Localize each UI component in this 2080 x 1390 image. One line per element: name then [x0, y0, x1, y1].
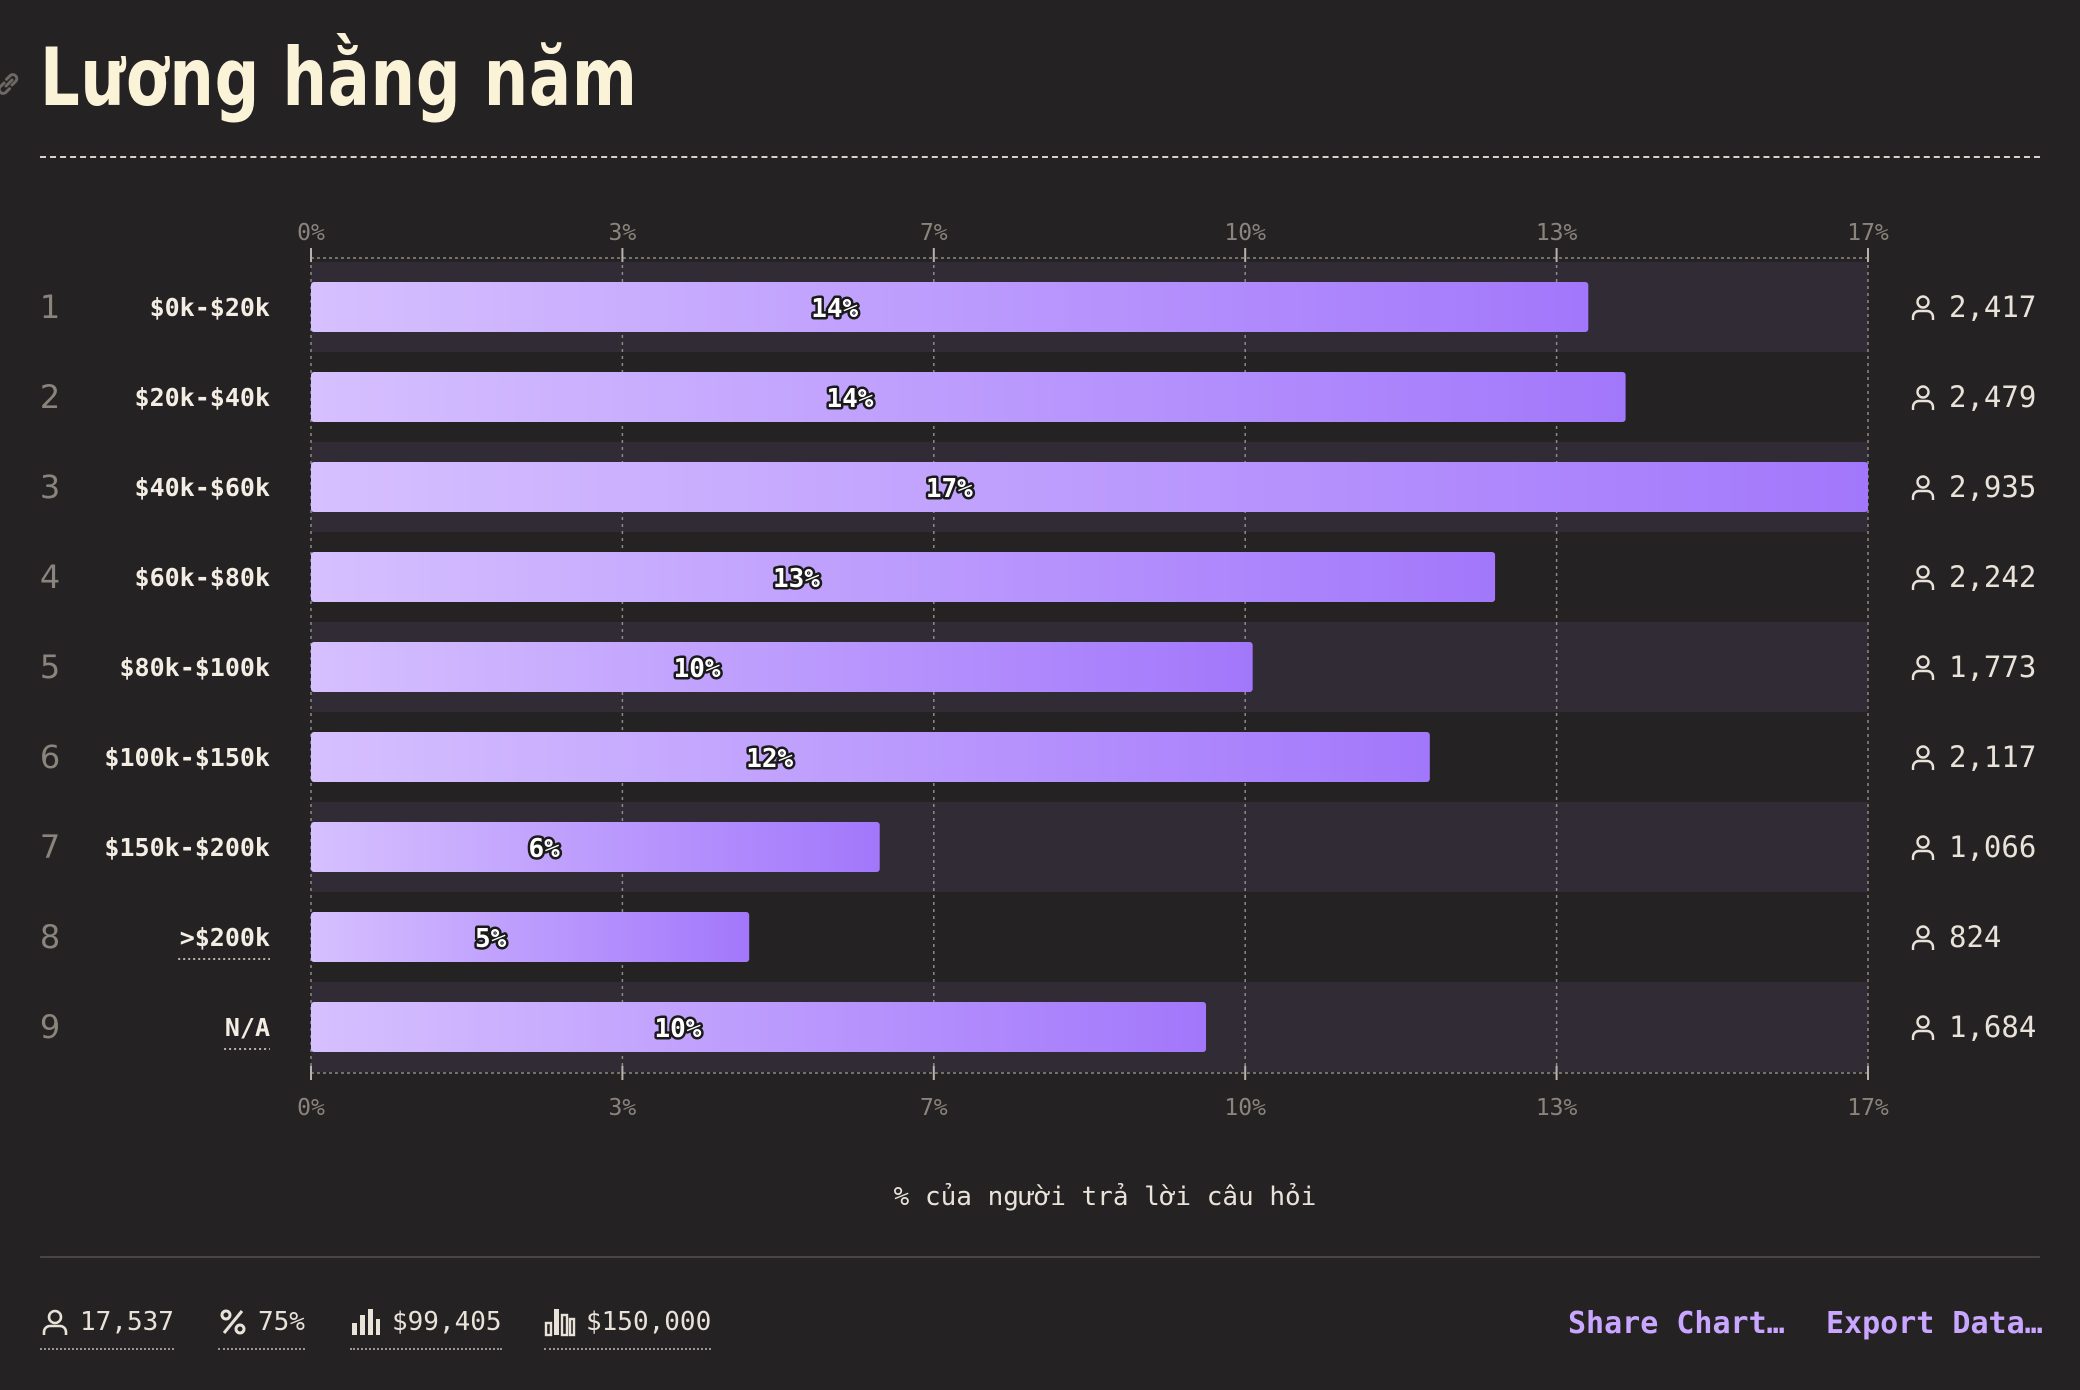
data-label: 6%: [529, 834, 561, 864]
tick-label-top: 13%: [1536, 220, 1578, 246]
person-icon: [1911, 835, 1935, 860]
mode-bars-icon: [544, 1309, 576, 1337]
footer-divider: [40, 1256, 2040, 1258]
tick-label-bottom: 13%: [1536, 1095, 1578, 1121]
category-label: $40k-$60k: [135, 473, 270, 502]
percent-stat[interactable]: 75%: [218, 1300, 305, 1350]
person-icon: [1911, 295, 1935, 320]
category-label: $80k-$100k: [119, 653, 270, 682]
bars: 14% 14% 17% 13% 10% 12% 6% 5% 10%: [311, 282, 1868, 1052]
data-label: 14%: [811, 294, 858, 324]
tick-label-bottom: 10%: [1224, 1095, 1266, 1121]
percent-value: 75%: [258, 1307, 305, 1337]
axis-ticks: 0% 0% 3% 3% 7% 7% 10% 10% 13% 13% 17% 17%: [297, 220, 1889, 1121]
category-label: $20k-$40k: [135, 383, 270, 412]
person-icon: [1911, 925, 1935, 950]
page-title: Lương hằng năm: [40, 31, 638, 124]
rank-number: 8: [40, 918, 60, 956]
category-label: $60k-$80k: [135, 563, 270, 592]
respondents-value: 17,537: [80, 1307, 174, 1337]
data-label: 5%: [475, 924, 507, 954]
data-label: 17%: [926, 474, 973, 504]
tick-label-top: 17%: [1847, 220, 1889, 246]
category-label: $100k-$150k: [104, 743, 270, 772]
rank-number: 3: [40, 468, 60, 506]
salary-bar-chart: 14%14%17%13%10%12%6%5%10% 0%0%3%3%7%7%10…: [40, 220, 2036, 1212]
bar: [311, 1002, 1207, 1052]
tick-label-top: 7%: [920, 220, 948, 246]
bar: [311, 552, 1496, 602]
data-label: 13%: [773, 564, 820, 594]
category-label: N/A: [225, 1013, 270, 1042]
bar: [311, 282, 1589, 332]
person-icon: [1911, 565, 1935, 590]
category-label: >$200k: [180, 923, 270, 952]
x-axis-label: % của người trả lời câu hỏi: [894, 1182, 1317, 1212]
person-icon: [1911, 385, 1935, 410]
rank-number: 9: [40, 1008, 60, 1046]
respondent-count: 2,417: [1949, 290, 2036, 324]
percent-icon: [220, 1309, 246, 1335]
respondent-count: 1,066: [1949, 830, 2036, 864]
rank-number: 6: [40, 738, 60, 776]
rank-number: 7: [40, 828, 60, 866]
bar: [311, 732, 1430, 782]
row-labels: 1 $0k-$20k 2,417 2 $20k-$40k 2,479 3 $40k-$60k 2…: [40, 288, 2036, 1050]
data-label: 12%: [746, 744, 793, 774]
data-label: 10%: [654, 1014, 701, 1044]
export-data-button[interactable]: Export Data…: [1826, 1306, 2043, 1341]
rank-number: 1: [40, 288, 60, 326]
respondent-count: 824: [1949, 920, 2001, 954]
data-label: 14%: [826, 384, 873, 414]
tick-label-bottom: 0%: [297, 1095, 325, 1121]
person-icon: [1911, 475, 1935, 500]
median-value: $99,405: [392, 1307, 502, 1337]
rank-number: 4: [40, 558, 60, 596]
share-chart-button[interactable]: Share Chart…: [1568, 1306, 1785, 1341]
bar: [311, 372, 1626, 422]
person-icon: [42, 1309, 68, 1335]
mode-stat[interactable]: $150,000: [544, 1300, 712, 1350]
respondents-stat[interactable]: 17,537: [40, 1300, 174, 1350]
rank-number: 2: [40, 378, 60, 416]
person-icon: [1911, 1015, 1935, 1040]
respondent-count: 2,479: [1949, 380, 2036, 414]
bar: [311, 912, 750, 962]
tick-label-top: 10%: [1224, 220, 1266, 246]
respondent-count: 1,684: [1949, 1010, 2036, 1044]
tick-label-bottom: 17%: [1847, 1095, 1889, 1121]
category-label: $0k-$20k: [150, 293, 270, 322]
rank-number: 5: [40, 648, 60, 686]
title-divider: [40, 156, 2040, 158]
tick-label-top: 3%: [609, 220, 637, 246]
mode-value: $150,000: [586, 1307, 712, 1337]
respondent-count: 2,117: [1949, 740, 2036, 774]
tick-label-bottom: 3%: [609, 1095, 637, 1121]
respondent-count: 1,773: [1949, 650, 2036, 684]
bar: [311, 462, 1868, 512]
person-icon: [1911, 655, 1935, 680]
respondent-count: 2,935: [1949, 470, 2036, 504]
category-label: $150k-$200k: [104, 833, 270, 862]
tick-label-top: 0%: [297, 220, 325, 246]
bar: [311, 822, 880, 872]
bar: [311, 642, 1253, 692]
tick-label-bottom: 7%: [920, 1095, 948, 1121]
link-icon[interactable]: [0, 70, 22, 98]
median-stat[interactable]: $99,405: [350, 1300, 502, 1350]
respondent-count: 2,242: [1949, 560, 2036, 594]
median-bars-icon: [352, 1309, 380, 1335]
person-icon: [1911, 745, 1935, 770]
data-label: 10%: [674, 654, 721, 684]
